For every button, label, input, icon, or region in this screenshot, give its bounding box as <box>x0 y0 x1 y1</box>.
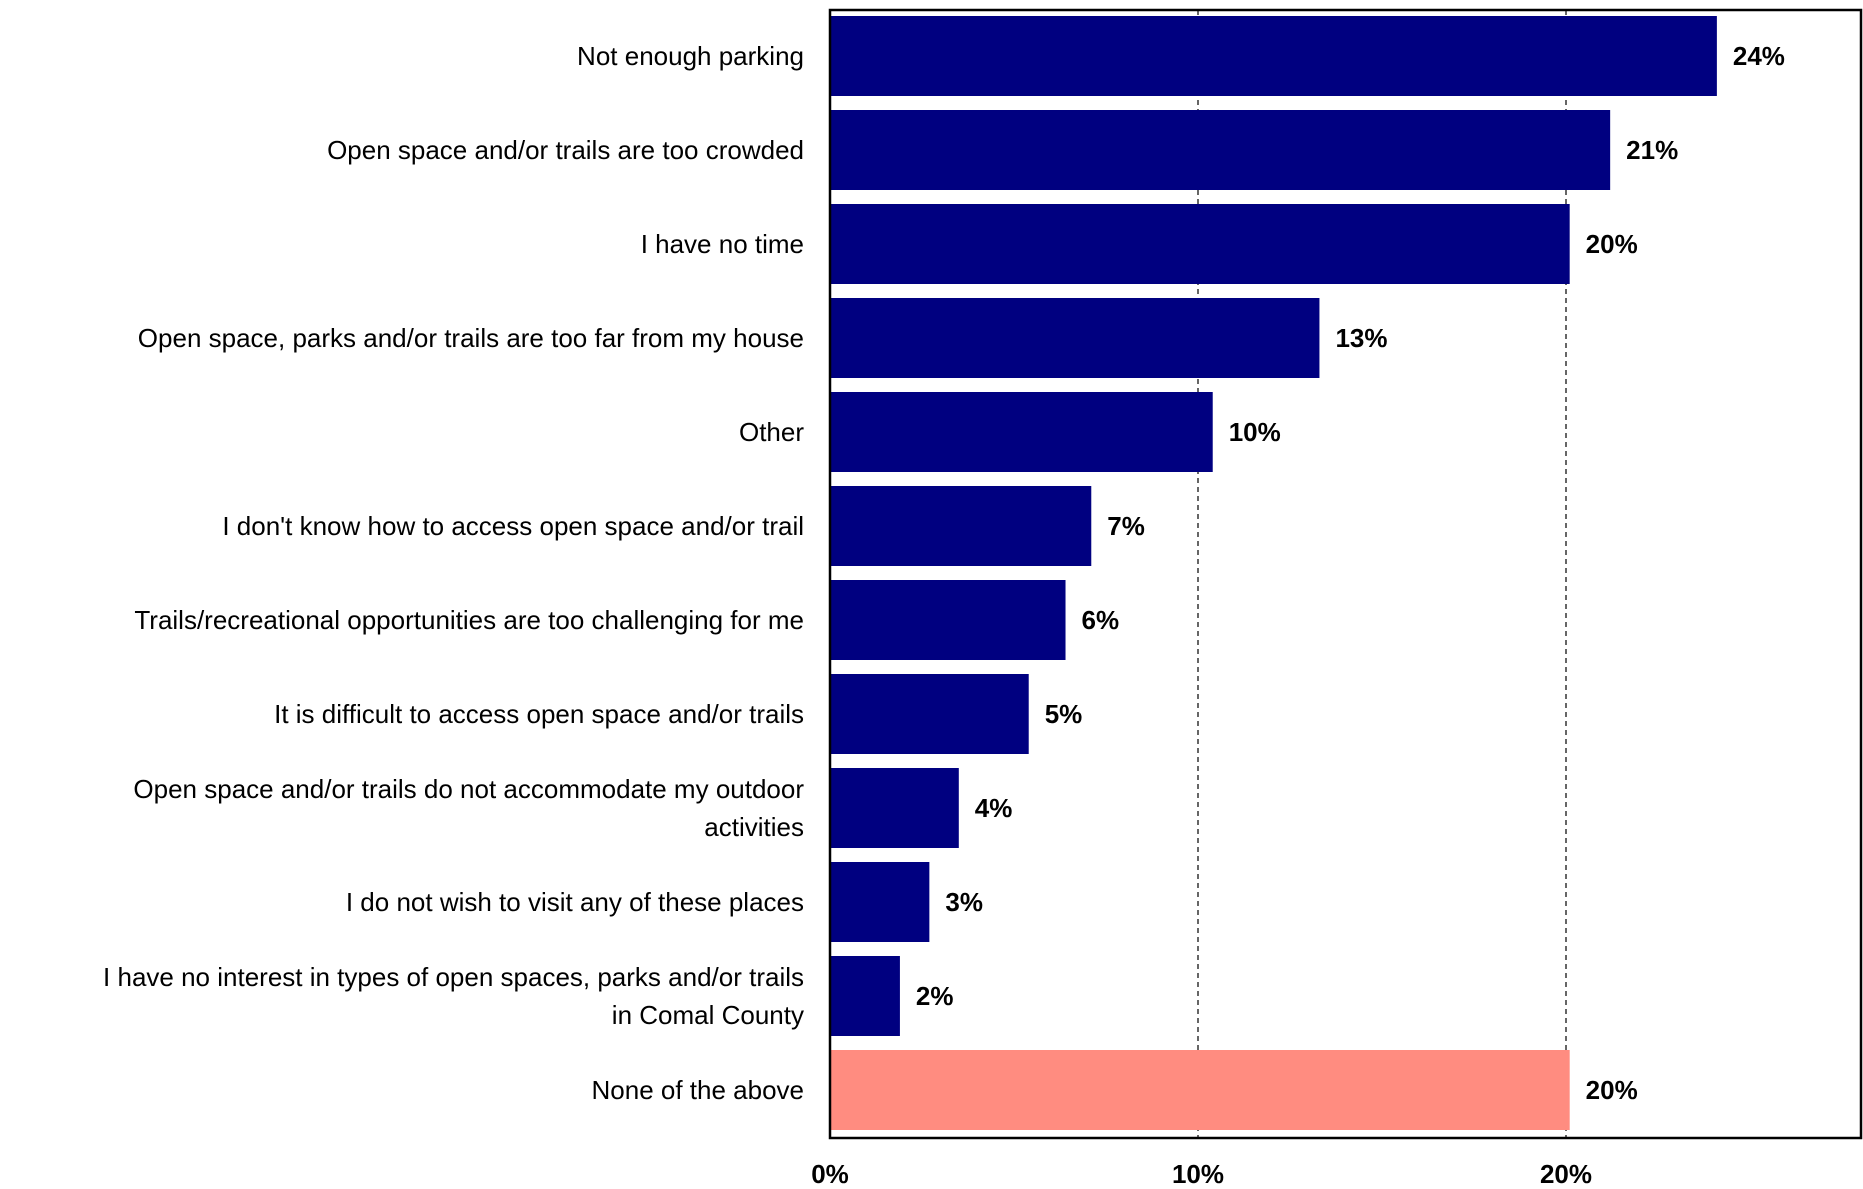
bar-0 <box>830 16 1717 96</box>
gridlines <box>1197 10 1567 1138</box>
x-tick-label-2: 20% <box>1540 1159 1592 1189</box>
value-label-9: 3% <box>945 887 983 917</box>
bars <box>830 16 1717 1130</box>
value-label-5: 7% <box>1107 511 1145 541</box>
category-label-3: Open space, parks and/or trails are too … <box>138 323 804 353</box>
category-label-6: Trails/recreational opportunities are to… <box>134 605 804 635</box>
bar-5 <box>830 486 1092 566</box>
category-label-2-line-0: I have no time <box>641 229 804 259</box>
value-label-8: 4% <box>975 793 1013 823</box>
value-label-11: 20% <box>1586 1075 1638 1105</box>
category-label-7: It is difficult to access open space and… <box>274 699 804 729</box>
category-label-0: Not enough parking <box>577 41 804 71</box>
x-tick-label-1: 10% <box>1172 1159 1224 1189</box>
category-label-11-line-0: None of the above <box>592 1075 805 1105</box>
value-labels: 24% 21% 20% 13% 10% 7% 6% 5% 4% 3% 2% 20% <box>916 41 1785 1105</box>
value-label-2: 20% <box>1586 229 1638 259</box>
bar-10 <box>830 956 900 1036</box>
bar-2 <box>830 204 1570 284</box>
x-axis-tick-labels: 0% 10% 20% <box>811 1159 1592 1189</box>
category-label-8-line-1: activities <box>704 812 804 842</box>
value-label-1: 21% <box>1626 135 1678 165</box>
value-label-6: 6% <box>1082 605 1120 635</box>
bar-8 <box>830 768 959 848</box>
bar-3 <box>830 298 1320 378</box>
category-label-9: I do not wish to visit any of these plac… <box>346 887 804 917</box>
category-label-8-line-0: Open space and/or trails do not accommod… <box>133 774 804 804</box>
category-label-7-line-0: It is difficult to access open space and… <box>274 699 804 729</box>
bar-7 <box>830 674 1029 754</box>
category-label-6-line-0: Trails/recreational opportunities are to… <box>134 605 804 635</box>
bar-6 <box>830 580 1066 660</box>
category-label-4-line-0: Other <box>739 417 804 447</box>
category-label-9-line-0: I do not wish to visit any of these plac… <box>346 887 804 917</box>
x-tick-label-0: 0% <box>811 1159 849 1189</box>
category-label-4: Other <box>739 417 804 447</box>
bar-9 <box>830 862 930 942</box>
category-label-1: Open space and/or trails are too crowded <box>327 135 804 165</box>
bar-11 <box>830 1050 1570 1130</box>
category-label-2: I have no time <box>641 229 804 259</box>
value-label-0: 24% <box>1733 41 1785 71</box>
category-label-8: Open space and/or trails do not accommod… <box>133 774 804 842</box>
category-label-10-line-0: I have no interest in types of open spac… <box>103 962 804 992</box>
bar-1 <box>830 110 1611 190</box>
value-label-4: 10% <box>1229 417 1281 447</box>
category-labels: Not enough parking Open space and/or trai… <box>103 41 804 1105</box>
value-label-7: 5% <box>1045 699 1083 729</box>
category-label-1-line-0: Open space and/or trails are too crowded <box>327 135 804 165</box>
category-label-3-line-0: Open space, parks and/or trails are too … <box>138 323 804 353</box>
category-label-5: I don't know how to access open space an… <box>222 511 804 541</box>
category-label-11: None of the above <box>592 1075 805 1105</box>
bar-4 <box>830 392 1213 472</box>
category-label-0-line-0: Not enough parking <box>577 41 804 71</box>
category-label-10: I have no interest in types of open spac… <box>103 962 804 1030</box>
category-label-5-line-0: I don't know how to access open space an… <box>222 511 804 541</box>
plot-frame <box>828 8 1863 1140</box>
category-label-10-line-1: in Comal County <box>612 1000 804 1030</box>
value-label-3: 13% <box>1335 323 1387 353</box>
value-label-10: 2% <box>916 981 954 1011</box>
